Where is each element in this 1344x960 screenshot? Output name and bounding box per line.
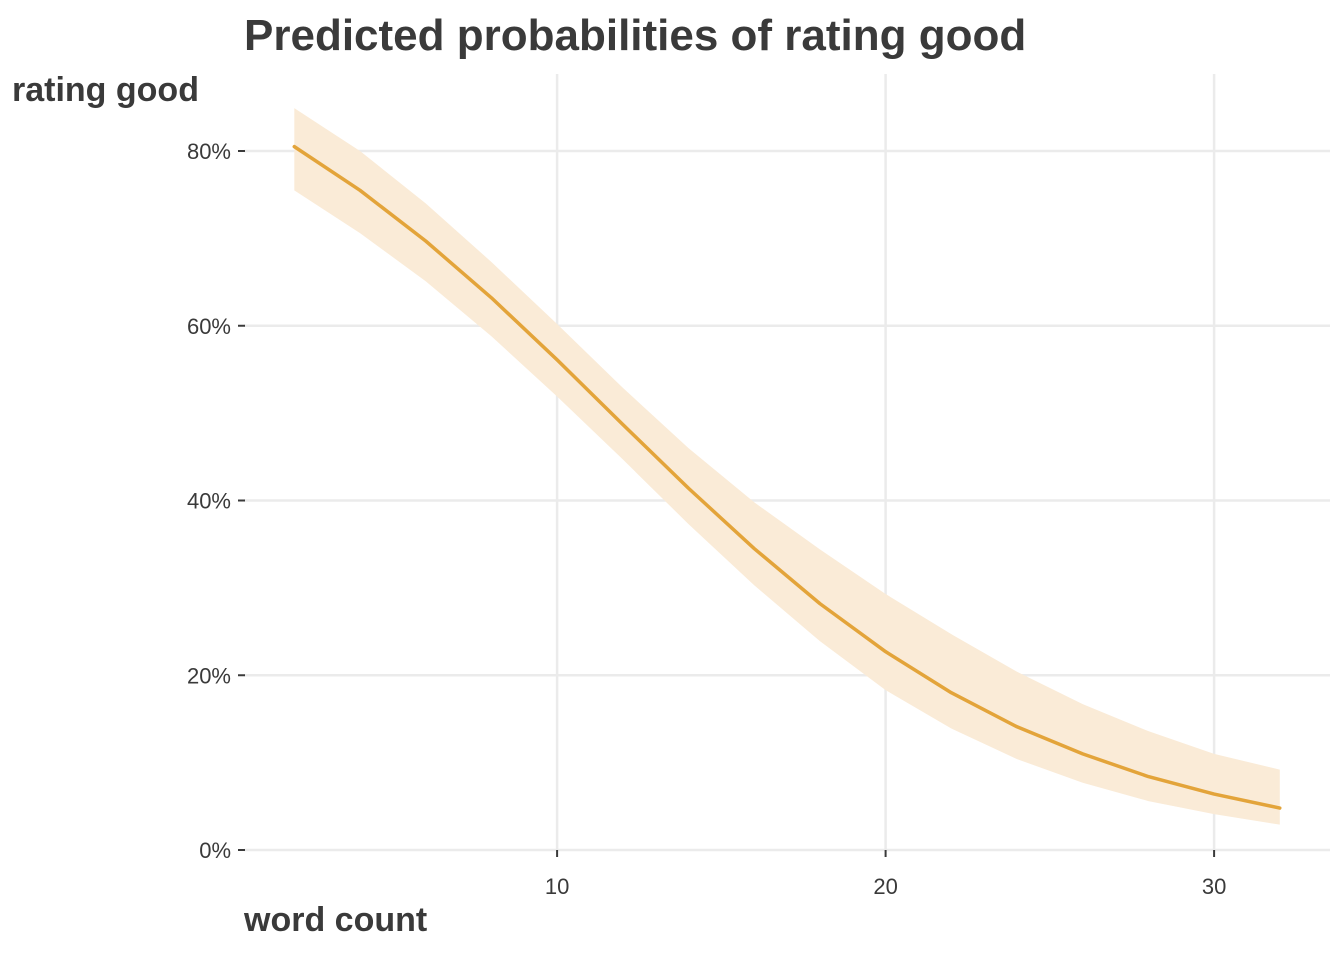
y-tick-label: 40% [187,489,231,514]
grid [244,74,1330,852]
chart-title: Predicted probabilities of rating good [244,11,1026,60]
x-tick-label: 20 [873,874,897,899]
y-tick-label: 60% [187,314,231,339]
prediction-line [292,144,1282,810]
confidence-band [294,108,1280,825]
y-axis-title: rating good [12,71,199,109]
confidence-band-area [294,108,1280,825]
y-tick-label: 20% [187,663,231,688]
x-axis-title: word count [243,901,427,939]
y-tick-label: 80% [187,139,231,164]
x-tick-label: 10 [545,874,569,899]
prediction-line-group [292,144,1282,810]
axes: 0% 20% 40% 60% 80% 10 20 30 [187,139,1226,899]
y-tick-label: 0% [199,838,231,863]
x-tick-label: 30 [1202,874,1226,899]
